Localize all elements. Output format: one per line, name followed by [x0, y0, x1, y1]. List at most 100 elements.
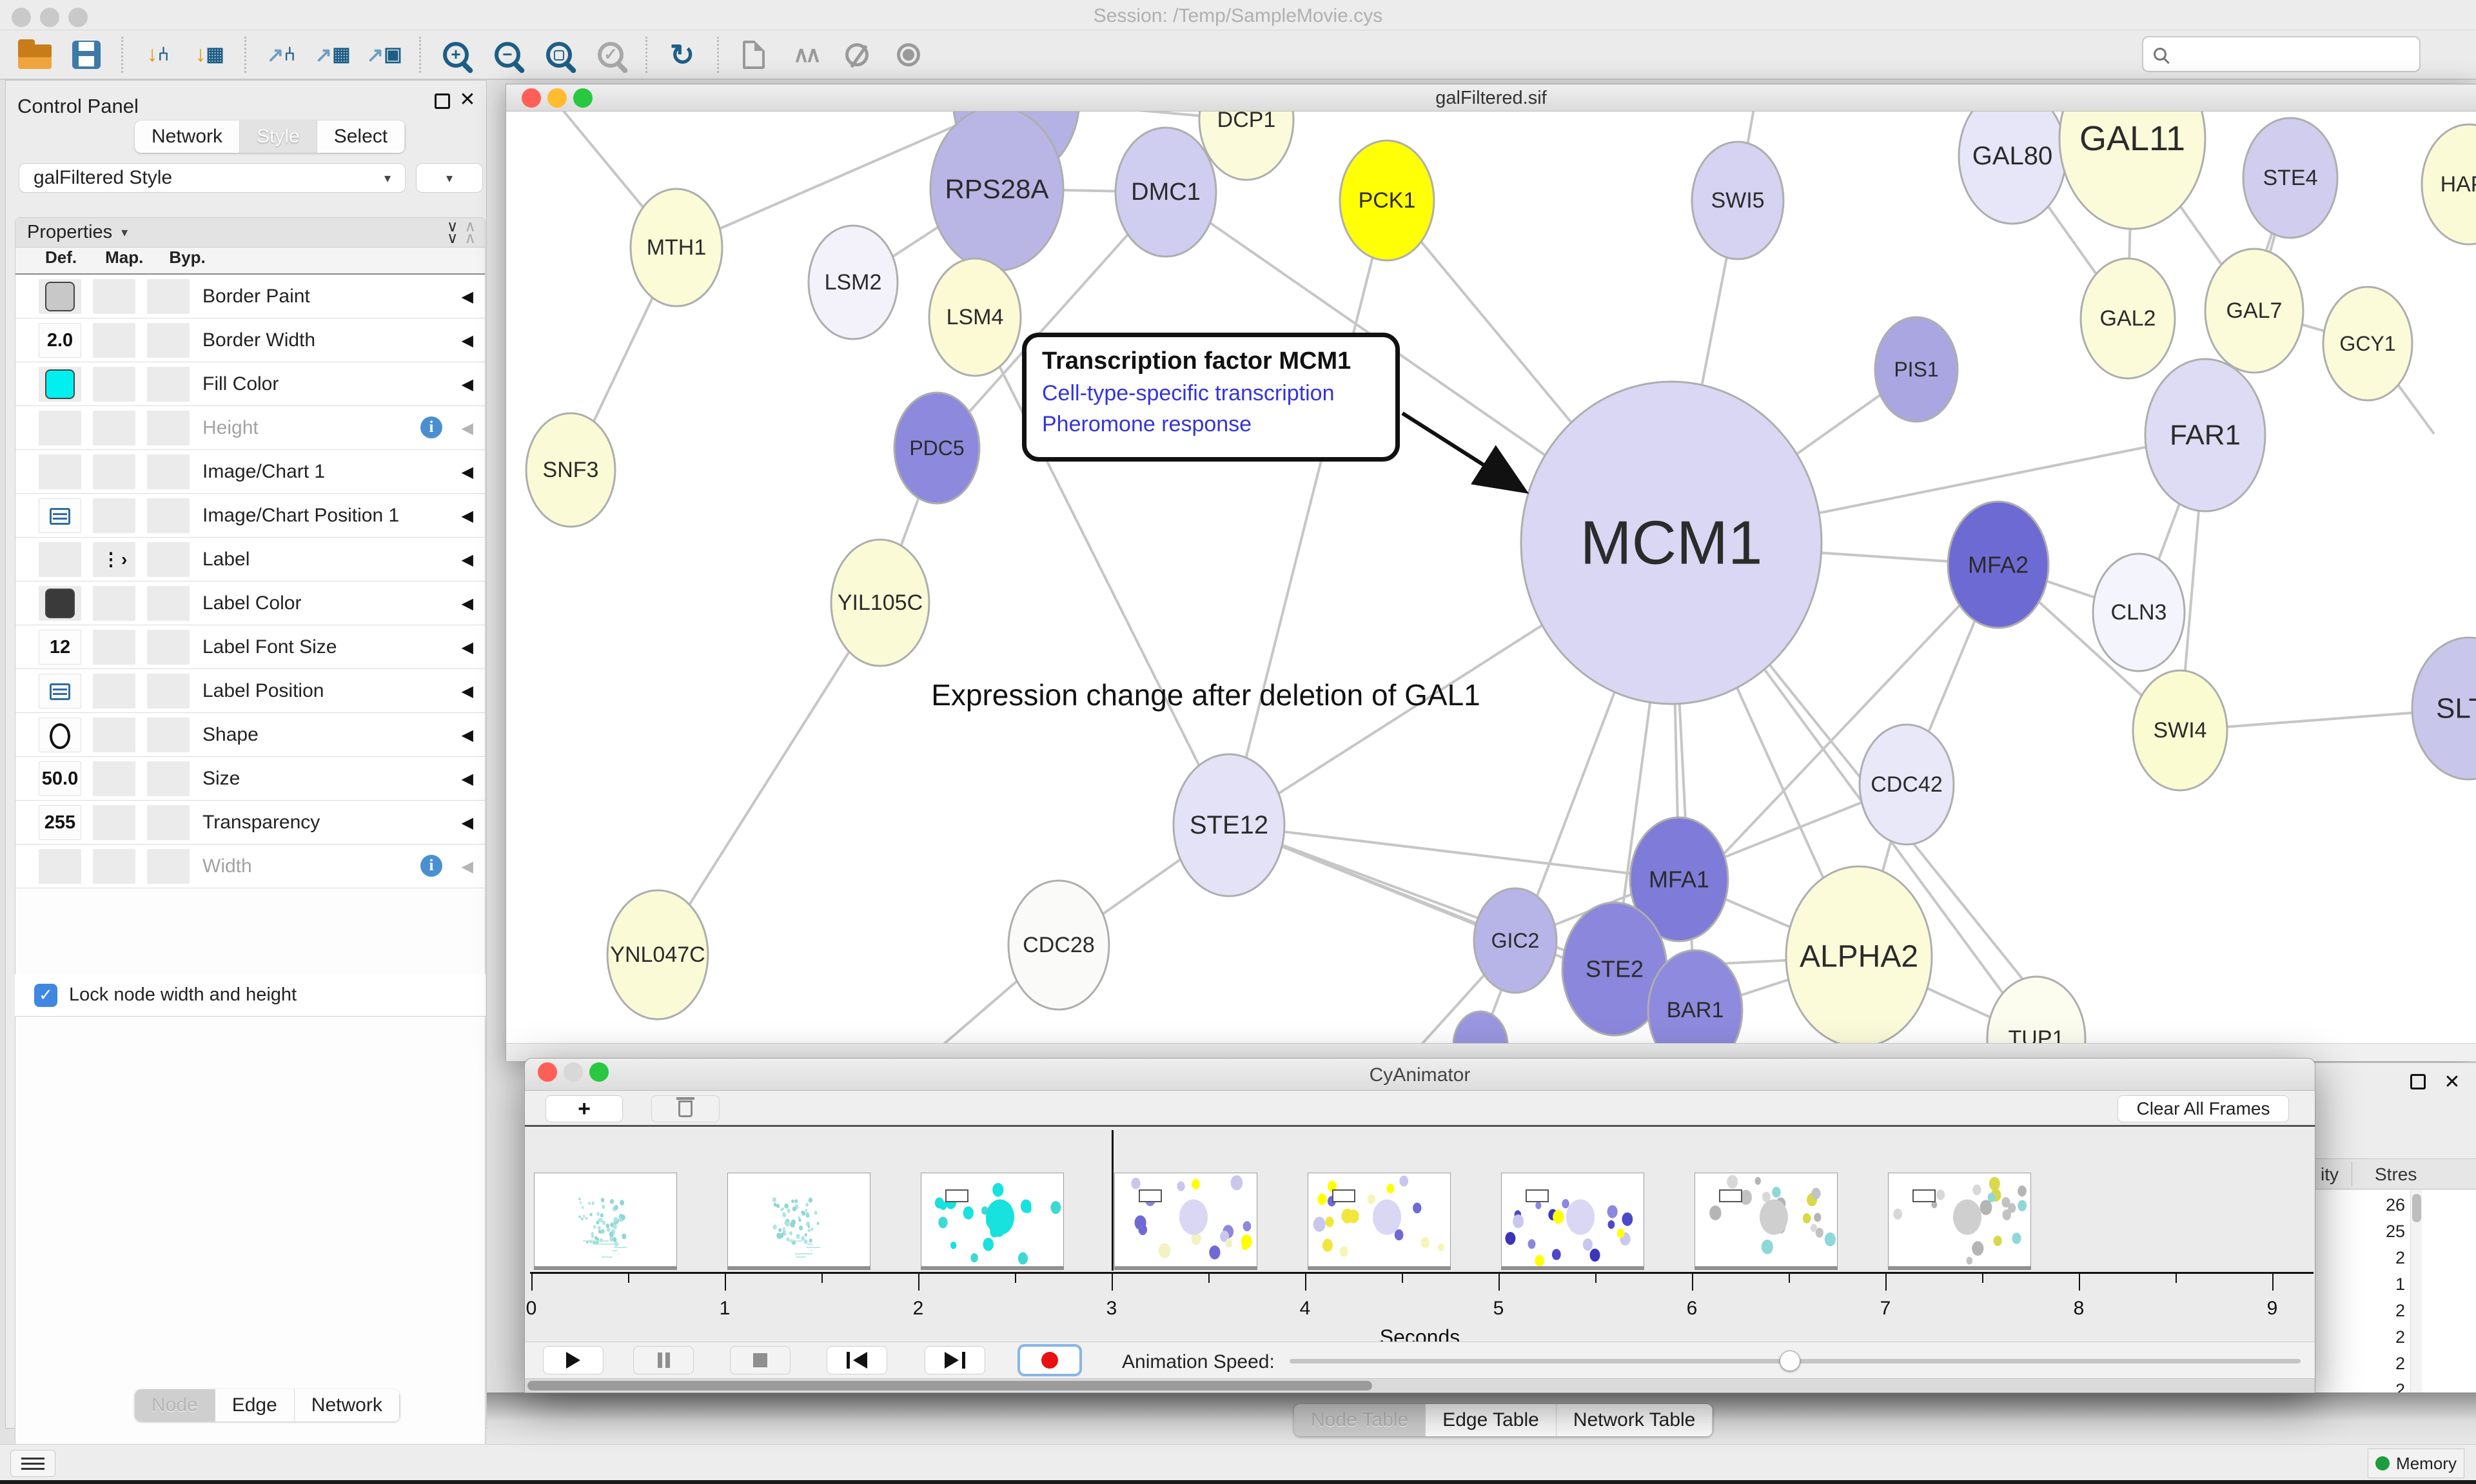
- expand-row-icon[interactable]: ◀: [461, 376, 473, 393]
- expand-row-icon[interactable]: ◀: [461, 683, 473, 700]
- node-LSM4[interactable]: LSM4: [928, 257, 1022, 377]
- node-PDC5[interactable]: PDC5: [893, 391, 981, 505]
- node-PIS1[interactable]: PIS1: [1874, 316, 1959, 423]
- node-SLT2[interactable]: SLT2: [2411, 636, 2476, 781]
- expand-row-icon[interactable]: ◀: [461, 727, 473, 744]
- tab-edge[interactable]: Edge: [215, 1389, 295, 1421]
- zoom-fit-icon[interactable]: ▢: [533, 36, 585, 73]
- add-frame-button[interactable]: +: [545, 1095, 623, 1122]
- skip-start-button[interactable]: [827, 1346, 887, 1374]
- node-TUP1[interactable]: TUP1: [1986, 975, 2087, 1043]
- node-DCP1[interactable]: DCP1: [1198, 112, 1295, 181]
- color-swatch[interactable]: [45, 369, 75, 399]
- expand-row-icon[interactable]: ◀: [461, 551, 473, 569]
- expand-row-icon[interactable]: ◀: [461, 332, 473, 349]
- speed-slider-handle[interactable]: [1780, 1351, 1800, 1371]
- ellipse-shape-icon[interactable]: [50, 723, 70, 749]
- property-row-shape[interactable]: Shape ◀: [15, 713, 485, 757]
- frame-thumbnail-7[interactable]: [1695, 1173, 1838, 1267]
- tab-edge-table[interactable]: Edge Table: [1426, 1404, 1557, 1436]
- memory-button[interactable]: Memory: [2368, 1449, 2464, 1478]
- annotation-link-1[interactable]: Cell-type-specific transcription: [1042, 381, 1335, 405]
- network-canvas[interactable]: RPS28A DMC1 DCP1 PCK1 MTH1 LSM2 LSM4 SNF3 PDC5 YI…: [506, 112, 2476, 1043]
- expand-row-icon[interactable]: ◀: [461, 858, 473, 875]
- network-close-button[interactable]: [522, 88, 541, 108]
- color-swatch[interactable]: [45, 589, 75, 618]
- edge[interactable]: [656, 601, 881, 956]
- edge[interactable]: [1228, 824, 1680, 881]
- node-MTH1[interactable]: MTH1: [629, 188, 723, 308]
- node-MCM1[interactable]: MCM1: [1520, 380, 1823, 705]
- property-row-border-width[interactable]: 2.0 Border Width ◀: [15, 318, 485, 362]
- network-window-titlebar[interactable]: galFiltered.sif: [506, 84, 2476, 112]
- node-STE12[interactable]: STE12: [1172, 753, 1286, 897]
- control-panel-float-button[interactable]: [435, 93, 450, 112]
- expand-row-icon[interactable]: ◀: [461, 288, 473, 306]
- position-icon[interactable]: [50, 508, 70, 525]
- property-row-size[interactable]: 50.0 Size ◀: [15, 757, 485, 801]
- tab-node-table[interactable]: Node Table: [1294, 1404, 1426, 1436]
- node-ALPHA2[interactable]: ALPHA2: [1785, 865, 1933, 1043]
- cyanimator-minimize-button[interactable]: [564, 1062, 583, 1082]
- tab-network-table[interactable]: Network Table: [1556, 1404, 1713, 1436]
- node-GAL80[interactable]: GAL80: [1958, 112, 2067, 225]
- node-GCY1[interactable]: GCY1: [2322, 286, 2413, 402]
- property-row-border-paint[interactable]: Border Paint ◀: [15, 275, 485, 318]
- property-row-label-position[interactable]: Label Position ◀: [15, 669, 485, 713]
- node-CDC28[interactable]: CDC28: [1007, 879, 1110, 1011]
- frame-thumbnail-2[interactable]: [727, 1173, 870, 1267]
- node-DMC1[interactable]: DMC1: [1114, 126, 1217, 258]
- table-panel-close-button[interactable]: ✕: [2444, 1071, 2461, 1093]
- property-row-label[interactable]: ⋮› Label ◀: [15, 538, 485, 581]
- export-table-icon[interactable]: ↗ ▦: [315, 43, 351, 66]
- expand-all-icon[interactable]: ∨ ∨: [446, 217, 458, 247]
- tab-node[interactable]: Node: [135, 1389, 215, 1421]
- default-value[interactable]: 12: [49, 636, 71, 658]
- play-button[interactable]: [543, 1346, 604, 1374]
- property-row-fill-color[interactable]: Fill Color ◀: [15, 362, 485, 406]
- cyanimator-close-button[interactable]: [538, 1062, 557, 1082]
- node-MFA1[interactable]: MFA1: [1629, 816, 1729, 942]
- property-row-transparency[interactable]: 255 Transparency ◀: [15, 801, 485, 845]
- tab-network[interactable]: Network: [135, 121, 241, 153]
- network-zoom-button[interactable]: [573, 88, 593, 108]
- import-table-icon[interactable]: ↓ ▦: [195, 42, 224, 66]
- properties-header[interactable]: Properties ▾ ∨ ∨ ∧ ∧: [15, 218, 485, 248]
- save-session-icon[interactable]: [61, 36, 112, 73]
- default-value[interactable]: 2.0: [46, 329, 74, 351]
- node-HAP2[interactable]: HAP2: [2421, 123, 2476, 246]
- discrete-mapping-icon[interactable]: ⋮›: [102, 549, 129, 569]
- frame-thumbnail-4[interactable]: [1114, 1173, 1257, 1267]
- frame-thumbnail-8[interactable]: [1888, 1173, 2031, 1267]
- node-GAL11[interactable]: GAL11: [2058, 112, 2206, 230]
- open-session-icon[interactable]: [9, 36, 61, 73]
- node-GIC2[interactable]: GIC2: [1473, 887, 1558, 994]
- expand-row-icon[interactable]: ◀: [461, 595, 473, 612]
- app-close-button[interactable]: [12, 8, 31, 27]
- table-panel-float-button[interactable]: [2410, 1074, 2426, 1089]
- duplicate-network-icon[interactable]: [728, 36, 780, 73]
- frame-thumbnail-6[interactable]: [1501, 1173, 1644, 1267]
- expand-row-icon[interactable]: ◀: [461, 507, 473, 525]
- expand-row-icon[interactable]: ◀: [461, 464, 473, 481]
- node-SNF3[interactable]: SNF3: [525, 412, 616, 528]
- app-minimize-button[interactable]: [40, 8, 59, 27]
- import-network-icon[interactable]: ↓ ⑃: [146, 42, 170, 66]
- edge[interactable]: [1228, 200, 1388, 826]
- property-row-height[interactable]: Height i ◀: [15, 406, 485, 450]
- frame-thumbnail-3[interactable]: [921, 1173, 1064, 1267]
- node-RPS28A[interactable]: RPS28A: [929, 112, 1065, 272]
- control-panel-close-button[interactable]: ✕: [459, 88, 476, 110]
- node-LSM2[interactable]: LSM2: [807, 224, 899, 340]
- table-column-header[interactable]: ity Stres: [2315, 1158, 2476, 1189]
- frame-thumbnail-5[interactable]: [1308, 1173, 1451, 1267]
- table-scrollbar[interactable]: [2410, 1190, 2422, 1441]
- property-row-width[interactable]: Width i ◀: [15, 845, 485, 888]
- property-row-image-chart-position-1[interactable]: Image/Chart Position 1 ◀: [15, 494, 485, 538]
- expression-caption[interactable]: Expression change after deletion of GAL1: [931, 678, 1480, 712]
- collapse-all-icon[interactable]: ∧ ∧: [464, 217, 475, 247]
- default-value[interactable]: 50.0: [41, 768, 79, 789]
- record-button[interactable]: [1017, 1344, 1082, 1376]
- expand-row-icon[interactable]: ◀: [461, 639, 473, 656]
